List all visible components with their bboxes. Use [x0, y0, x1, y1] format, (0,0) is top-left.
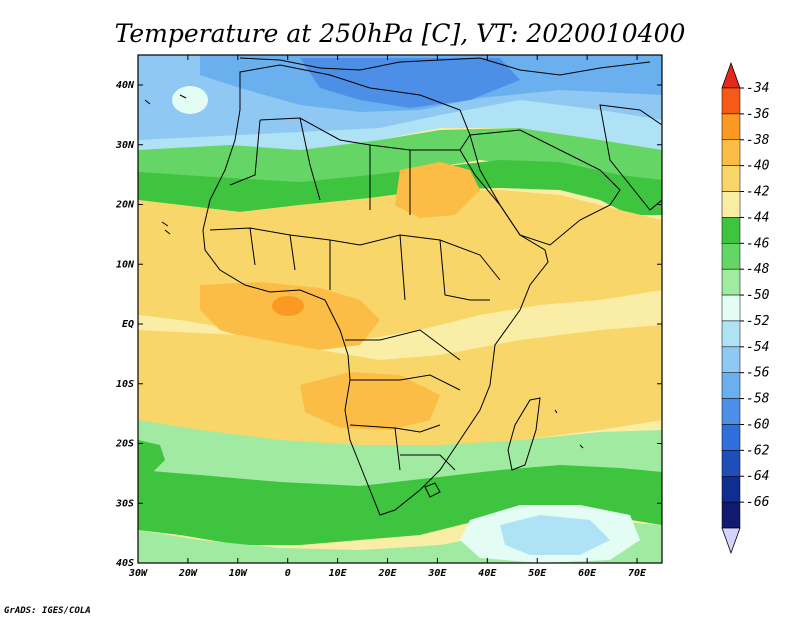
colorbar-label: -60	[746, 417, 770, 432]
axis-ticks: 30W 20W 10W 0 10E 20E 30E 40E 50E 60E 70E 40N 30N 20N…	[115, 55, 662, 579]
colorbar-label: -64	[746, 469, 769, 484]
colorbar-label: -42	[746, 185, 770, 200]
lat-label: 30S	[115, 498, 134, 509]
field-tropic-orange-north	[395, 162, 480, 218]
colorbar-bottom-triangle	[721, 527, 741, 555]
colorbar-label: -54	[746, 340, 769, 355]
field-north-deep-blue	[300, 58, 520, 108]
lesotho-outline	[424, 482, 441, 498]
colorbar-label: -66	[746, 495, 770, 510]
africa-outline	[202, 64, 549, 516]
colorbar-label: -40	[746, 159, 770, 174]
coastlines	[144, 57, 662, 516]
colorbar-box	[721, 320, 741, 348]
lon-label: 20E	[377, 568, 397, 579]
lon-label: 60E	[578, 568, 597, 579]
field-south-green-dark	[138, 440, 165, 478]
lon-label: 70E	[628, 568, 647, 579]
lat-label: 10N	[116, 259, 135, 270]
colorbar-box	[721, 501, 741, 529]
colorbar-label: -46	[746, 236, 770, 251]
borders-central	[345, 234, 501, 361]
colorbar-box	[721, 398, 741, 425]
borders-north	[229, 117, 460, 215]
lon-label: 30W	[128, 568, 148, 579]
arabia-outline	[469, 129, 621, 246]
lat-label: 10S	[116, 379, 134, 390]
map-frame	[137, 54, 663, 564]
india-outline	[599, 104, 662, 211]
colorbar-box	[721, 424, 741, 451]
lon-label: 50E	[528, 568, 547, 579]
colorbar-label: -44	[746, 210, 769, 225]
colorbar-box	[721, 139, 741, 166]
lat-label: 40S	[116, 558, 134, 569]
colorbar-box	[721, 450, 741, 477]
lon-label: 20W	[178, 568, 198, 579]
lon-label: 40E	[478, 568, 497, 579]
field-south-green	[138, 465, 662, 545]
lat-label: 20N	[115, 200, 135, 211]
lon-label: 0	[285, 568, 291, 579]
colorbar-box	[721, 165, 741, 192]
map-panel	[138, 55, 662, 563]
field-tropic-hot-spot	[272, 296, 304, 316]
lon-label: 10W	[229, 568, 248, 579]
colorbar: -34 -36 -38 -40 -42 -44 -46 -48 -50 -52 -54 -56 -58 -…	[721, 61, 770, 555]
lat-label: 40N	[116, 80, 135, 91]
colorbar-top-triangle	[721, 61, 741, 89]
field-north-cyan-spot	[172, 86, 208, 114]
colorbar-box	[721, 87, 741, 115]
madagascar-outline	[507, 397, 541, 471]
lat-label: 30N	[115, 140, 135, 151]
colorbar-label: -34	[746, 81, 769, 96]
colorbar-label: -38	[746, 133, 770, 148]
colorbar-label: -36	[746, 107, 770, 122]
europe-outline	[239, 57, 651, 76]
colorbar-box	[721, 243, 741, 270]
credit-label: GrADS: IGES/COLA	[4, 606, 91, 616]
field-south-blue	[500, 515, 610, 555]
field-north-green-band	[138, 128, 662, 190]
colorbar-label: -56	[746, 366, 770, 381]
lat-label: 20S	[115, 439, 134, 450]
colorbar-box	[721, 372, 741, 399]
colorbar-label: -52	[746, 314, 770, 329]
colorbar-label: -62	[746, 443, 770, 458]
lat-label: EQ	[122, 319, 134, 330]
colorbar-box	[721, 294, 741, 322]
borders-south	[349, 374, 461, 471]
borders-west	[209, 227, 361, 290]
colorbar-box	[721, 346, 741, 373]
colorbar-box	[721, 217, 741, 244]
lon-label: 10E	[329, 568, 348, 579]
colorbar-box	[721, 475, 741, 503]
colorbar-box	[721, 191, 741, 218]
islands	[144, 94, 584, 449]
colorbar-label: -50	[746, 288, 770, 303]
lon-label: 30E	[427, 568, 447, 579]
colorbar-box	[721, 113, 741, 141]
chart-title: Temperature at 250hPa [C], VT: 202001040…	[115, 19, 686, 48]
field-tropic-orange	[200, 282, 380, 350]
colorbar-label: -58	[746, 392, 770, 407]
field-south-orange	[300, 372, 440, 430]
colorbar-label: -48	[746, 262, 770, 277]
colorbar-box	[721, 268, 741, 296]
